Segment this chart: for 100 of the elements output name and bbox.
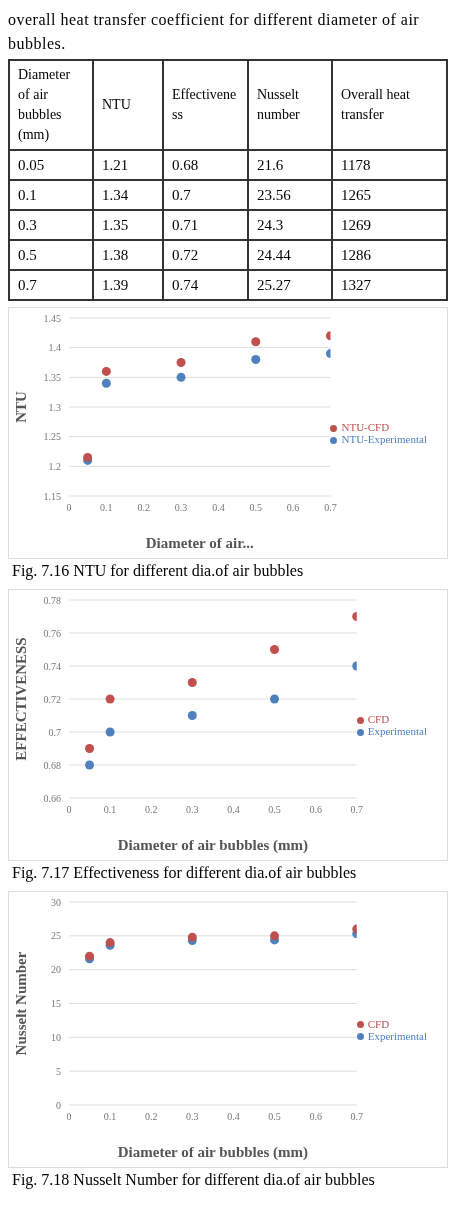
y-tick-label: 1.4	[48, 342, 61, 354]
x-tick-label: 0.3	[186, 804, 199, 816]
x-tick-label: 0.6	[309, 804, 322, 816]
point	[101, 366, 111, 376]
x-tick-label: 0.4	[227, 804, 240, 816]
y-tick-label: 25	[51, 930, 61, 942]
point	[251, 337, 261, 347]
x-tick-label: 0.6	[286, 502, 300, 514]
y-tick-label: 5	[56, 1065, 61, 1077]
y-tick-label: 1.3	[48, 401, 61, 413]
x-tick-label: 0.5	[268, 804, 281, 816]
data-label: 25.27	[248, 270, 332, 300]
legend-label: NTU-CFD	[341, 421, 390, 433]
caption: Fig. 7.17 Effectiveness for different dia.of air bubbles	[11, 863, 358, 884]
x-tick-label: 0.2	[144, 804, 158, 816]
x-axis-title: Diameter of air bubbles (mm)	[117, 1144, 308, 1161]
x-axis-title: Diameter of air...	[145, 535, 254, 551]
point	[251, 355, 261, 365]
chart-title: overall heat transfer coefficient for different diameter of air bubbles.	[8, 10, 421, 54]
data-label: 1.35	[93, 210, 163, 240]
y-tick-label: 1.2	[48, 460, 61, 472]
point	[187, 711, 197, 720]
data-label: 23.56	[248, 180, 332, 210]
data-label: 1269	[332, 210, 447, 240]
x-tick-label: 0.7	[350, 804, 363, 816]
data-label: 1286	[332, 240, 447, 270]
point	[270, 694, 280, 704]
data-label: 1.21	[93, 150, 163, 180]
x-tick-label: 0	[66, 1111, 72, 1123]
y-tick-label: 1.15	[43, 490, 61, 502]
legend-label: CFD	[367, 713, 390, 725]
data-label: 0.71	[163, 210, 248, 240]
x-axis-title: Diameter of air bubbles (mm)	[117, 837, 308, 854]
y-tick-label: 10	[51, 1031, 61, 1043]
legend-label: CFD	[367, 1017, 390, 1030]
point	[187, 932, 197, 942]
point	[176, 358, 186, 367]
x-tick-label: 0.3	[186, 1111, 199, 1123]
x-tick-label: Overall heat transfer	[332, 60, 447, 150]
y-tick-label: 0.05	[9, 150, 93, 180]
y-tick-label: 0.3	[9, 210, 93, 240]
data-label: 0.68	[163, 150, 248, 180]
x-tick-label: Nusselt number	[248, 60, 332, 150]
x-tick-label: 0.4	[227, 1111, 240, 1123]
caption: Fig. 7.16 NTU for different dia.of air bubbles	[11, 561, 305, 582]
data-label: 0.74	[163, 270, 248, 300]
x-tick-label: 0.1	[103, 804, 117, 816]
x-tick-label: 0.4	[212, 502, 225, 514]
data-label: 24.3	[248, 210, 332, 240]
y-axis-title: EFFECTIVENESS	[13, 637, 30, 761]
data-label: 0.7	[163, 180, 248, 210]
y-tick-label: 15	[51, 998, 61, 1010]
x-tick-label: 0.3	[174, 502, 188, 514]
y-tick-label: 1.45	[43, 312, 61, 324]
x-tick-label: 0	[66, 502, 72, 514]
data-label: 21.6	[248, 150, 332, 180]
x-tick-label: NTU	[93, 60, 163, 150]
caption: Fig. 7.18 Nusselt Number for different dia.of air bubbles	[11, 1170, 376, 1191]
data-label: 1.39	[93, 270, 163, 300]
data-label: 0.72	[163, 240, 248, 270]
legend-label: NTU-Experimental	[341, 433, 427, 445]
point	[270, 645, 280, 654]
y-tick-label: 0.7	[48, 726, 61, 738]
x-tick-label: 0.7	[324, 502, 337, 514]
point	[176, 372, 186, 382]
y-tick-label: 1.25	[43, 431, 61, 443]
point	[105, 727, 115, 737]
x-tick-label: Effectiveness	[163, 60, 248, 150]
x-tick-label: 0.1	[103, 1111, 117, 1123]
x-tick-label: 0.6	[309, 1111, 322, 1123]
y-tick-label: 0.5	[9, 240, 93, 270]
x-tick-label: 0.2	[137, 502, 150, 514]
data-label: 1327	[332, 270, 447, 300]
legend-label: Experimental	[367, 1029, 427, 1042]
point	[101, 378, 111, 388]
y-tick-label: 0.74	[43, 660, 61, 672]
x-tick-label: 0.5	[249, 502, 263, 514]
y-tick-label: 0.7	[9, 270, 93, 300]
y-axis-title: Nusselt Number	[13, 951, 30, 1056]
y-tick-label: 0.1	[9, 180, 93, 210]
point	[187, 678, 197, 687]
x-tick-label: 0.2	[144, 1111, 158, 1123]
y-tick-label: 0.66	[43, 792, 61, 804]
x-tick-label: 0	[66, 804, 72, 816]
y-tick-label: 0.76	[43, 627, 61, 639]
data-label: 24.44	[248, 240, 332, 270]
x-tick-label: 0.7	[350, 1111, 363, 1123]
y-tick-label: 0.72	[43, 693, 61, 705]
y-tick-label: 0	[56, 1099, 61, 1111]
point	[85, 744, 95, 753]
y-axis-title: Diameter of air bubbles (mm)	[9, 60, 93, 150]
x-tick-label: 0.1	[100, 502, 113, 514]
point	[270, 931, 280, 941]
y-tick-label: 30	[51, 896, 61, 908]
point	[85, 760, 95, 770]
data-label: 1265	[332, 180, 447, 210]
y-tick-label: 0.68	[43, 759, 61, 771]
y-tick-label: 0.78	[43, 594, 61, 606]
y-tick-label: 1.35	[43, 371, 61, 383]
data-label: 1.34	[93, 180, 163, 210]
